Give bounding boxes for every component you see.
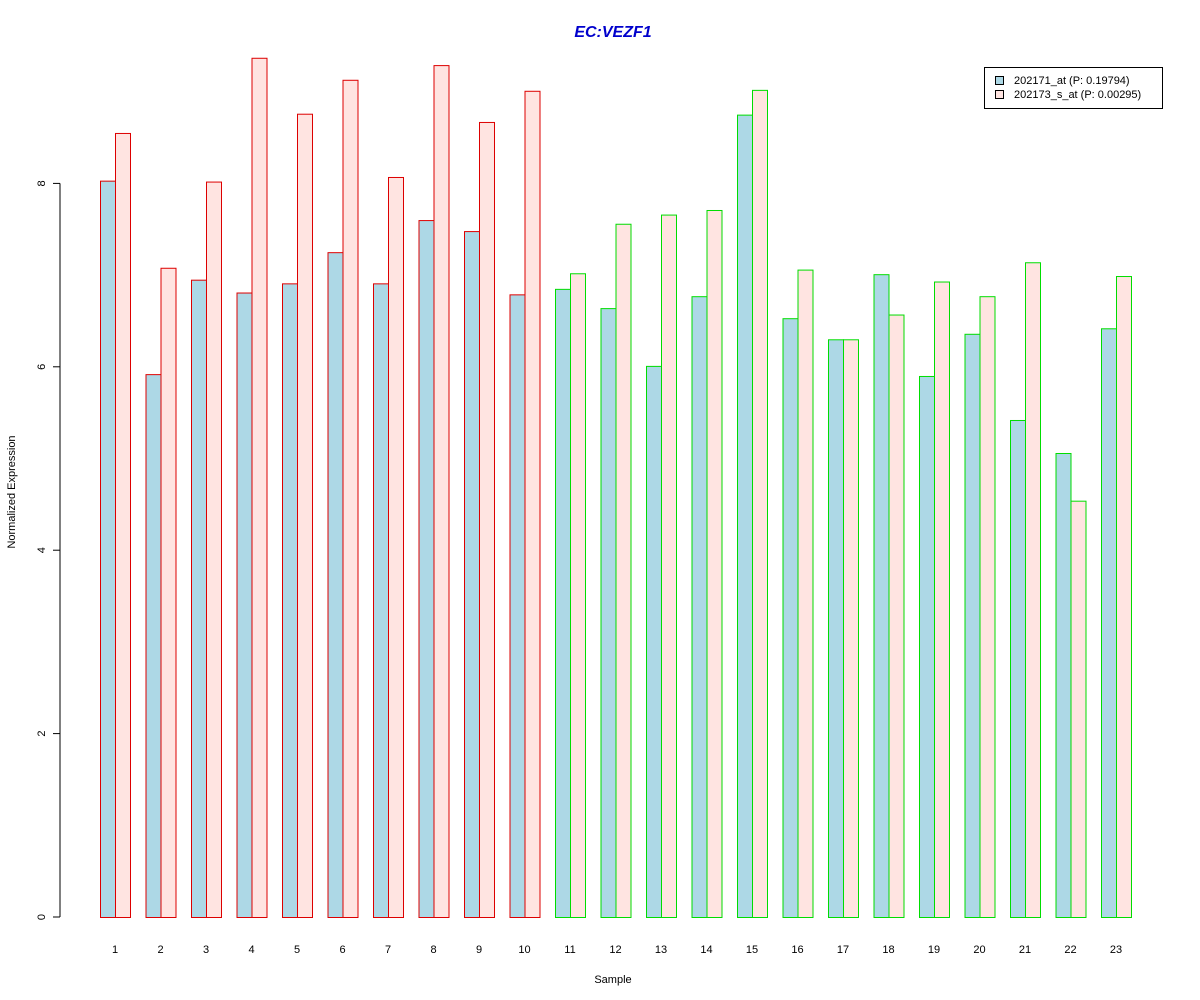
- x-tick-label: 20: [973, 944, 985, 956]
- bar-series1-sample-16: [782, 318, 799, 919]
- x-tick-label: 21: [1019, 944, 1031, 956]
- y-tick-label: 8: [36, 180, 48, 186]
- x-tick-label: 2: [157, 944, 163, 956]
- x-tick-label: 10: [518, 944, 530, 956]
- x-tick-label: 17: [837, 944, 849, 956]
- bar-series2-sample-1: [115, 132, 131, 918]
- bar-series1-sample-23: [1101, 328, 1117, 918]
- x-tick-label: 19: [928, 944, 940, 956]
- bars: [100, 57, 1132, 919]
- bar-series2-sample-9: [479, 121, 495, 918]
- chart-title: EC:VEZF1: [574, 24, 651, 41]
- bar-series1-sample-7: [373, 283, 389, 918]
- bar-series2-sample-13: [661, 214, 677, 918]
- legend-box: [984, 67, 1163, 109]
- bar-series2-sample-19: [934, 281, 950, 919]
- bar-series2-sample-21: [1025, 262, 1041, 918]
- bar-series1-sample-11: [555, 288, 571, 919]
- x-tick-label: 3: [203, 944, 209, 956]
- bar-series1-sample-8: [418, 220, 435, 918]
- y-tick-label: 2: [36, 731, 48, 737]
- x-tick-label: 12: [609, 944, 621, 956]
- legend-swatch: [995, 76, 1004, 85]
- bar-series1-sample-17: [828, 339, 844, 919]
- x-tick-label: 11: [564, 944, 575, 956]
- y-tick-label: 0: [36, 914, 48, 920]
- x-tick-label: 14: [700, 944, 712, 956]
- legend-label: 202173_s_at (P: 0.00295): [1014, 89, 1141, 101]
- bar-series1-sample-2: [145, 374, 162, 918]
- x-tick-label: 18: [882, 944, 894, 956]
- y-axis: 0 2 4 6 8: [36, 180, 61, 920]
- bar-series1-sample-12: [600, 308, 617, 918]
- bar-series1-sample-1: [100, 180, 116, 919]
- x-tick-label: 13: [655, 944, 667, 956]
- bar-series2-sample-12: [615, 223, 632, 919]
- x-tick-label: 23: [1110, 944, 1122, 956]
- bar-series1-sample-6: [327, 252, 344, 919]
- y-axis-label: Normalized Expression: [6, 435, 18, 548]
- bar-series2-sample-8: [433, 65, 450, 919]
- bar-series2-sample-10: [524, 90, 541, 918]
- bar-series1-sample-18: [873, 274, 890, 919]
- bar-series2-sample-3: [206, 181, 222, 919]
- x-tick-label: 4: [248, 944, 254, 956]
- bar-series2-sample-23: [1116, 276, 1132, 918]
- bar-series1-sample-21: [1010, 419, 1026, 918]
- x-tick-label: 1: [112, 944, 118, 956]
- legend: 202171_at (P: 0.19794) 202173_s_at (P: 0.…: [984, 67, 1163, 109]
- x-tick-label: 6: [339, 944, 345, 956]
- bar-series2-sample-14: [706, 209, 723, 919]
- x-tick-label: 7: [385, 944, 391, 956]
- bar-series2-sample-15: [752, 89, 768, 918]
- bar-series2-sample-22: [1070, 500, 1087, 918]
- x-tick-label: 8: [430, 944, 436, 956]
- bar-series1-sample-19: [919, 375, 935, 919]
- legend-swatch: [995, 90, 1004, 99]
- x-axis-label: Sample: [594, 974, 631, 986]
- x-tick-label: 15: [746, 944, 758, 956]
- bar-series2-sample-20: [979, 296, 996, 919]
- bar-series2-sample-7: [388, 176, 404, 918]
- x-axis: 1 2 3 4 5 6 7 8 9 10 11 12 13 14 15 16 17 18 19 20 21 22 23: [112, 944, 1122, 956]
- bar-series1-sample-22: [1055, 452, 1072, 918]
- bar-series2-sample-16: [797, 269, 814, 918]
- y-tick-label: 6: [36, 364, 48, 370]
- bar-series1-sample-3: [191, 279, 207, 918]
- bar-series1-sample-15: [737, 114, 753, 918]
- bar-series1-sample-14: [691, 296, 708, 919]
- bar-series1-sample-13: [646, 365, 662, 918]
- bar-series2-sample-5: [297, 113, 313, 918]
- y-tick-label: 4: [36, 547, 48, 553]
- bar-series1-sample-20: [964, 333, 981, 918]
- bar-series1-sample-9: [464, 231, 480, 919]
- bar-series1-sample-5: [282, 283, 298, 918]
- x-tick-label: 22: [1064, 944, 1076, 956]
- bar-series2-sample-6: [342, 79, 359, 919]
- bar-series2-sample-11: [570, 273, 586, 918]
- x-tick-label: 16: [791, 944, 803, 956]
- x-tick-label: 9: [476, 944, 482, 956]
- bar-series2-sample-4: [251, 57, 268, 919]
- bar-series2-sample-18: [888, 314, 905, 918]
- bar-series2-sample-17: [843, 339, 859, 919]
- bar-series2-sample-2: [160, 267, 177, 919]
- bar-series1-sample-4: [236, 292, 253, 918]
- x-tick-label: 5: [294, 944, 300, 956]
- bar-series1-sample-10: [509, 294, 526, 918]
- legend-label: 202171_at (P: 0.19794): [1014, 75, 1130, 87]
